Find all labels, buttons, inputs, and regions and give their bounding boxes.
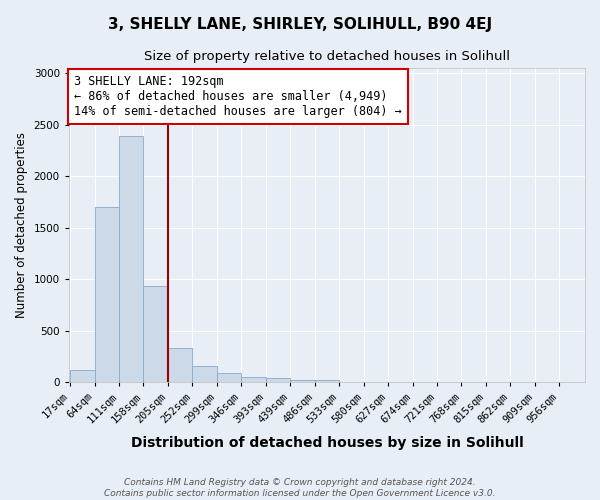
Text: 3 SHELLY LANE: 192sqm
← 86% of detached houses are smaller (4,949)
14% of semi-d: 3 SHELLY LANE: 192sqm ← 86% of detached … <box>74 74 402 118</box>
Title: Size of property relative to detached houses in Solihull: Size of property relative to detached ho… <box>144 50 510 63</box>
Bar <box>314 380 339 382</box>
Bar <box>168 348 193 382</box>
Bar <box>143 286 168 382</box>
Bar <box>290 380 314 382</box>
X-axis label: Distribution of detached houses by size in Solihull: Distribution of detached houses by size … <box>131 436 523 450</box>
Bar <box>119 136 143 382</box>
Text: 3, SHELLY LANE, SHIRLEY, SOLIHULL, B90 4EJ: 3, SHELLY LANE, SHIRLEY, SOLIHULL, B90 4… <box>108 18 492 32</box>
Bar <box>70 370 95 382</box>
Bar <box>266 378 290 382</box>
Bar <box>217 373 241 382</box>
Text: Contains HM Land Registry data © Crown copyright and database right 2024.
Contai: Contains HM Land Registry data © Crown c… <box>104 478 496 498</box>
Bar <box>193 366 217 382</box>
Bar <box>241 376 266 382</box>
Bar <box>95 208 119 382</box>
Y-axis label: Number of detached properties: Number of detached properties <box>15 132 28 318</box>
